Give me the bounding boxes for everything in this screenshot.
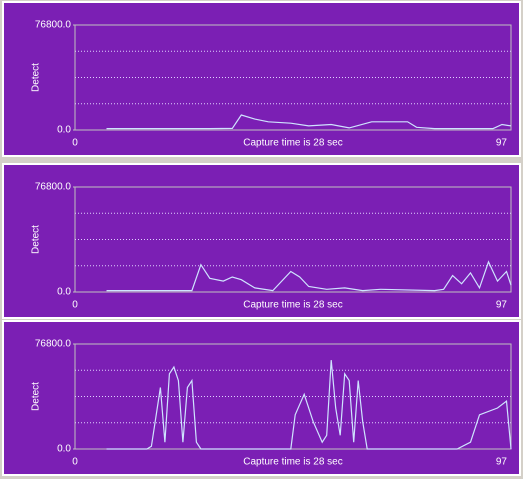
y-axis-label: Detect (31, 382, 42, 411)
y-tick-label: 76800.0 (35, 182, 72, 193)
x-tick-label: 97 (496, 138, 508, 149)
y-tick-label: 0.0 (57, 444, 71, 455)
plot-area (74, 186, 512, 293)
data-line (106, 260, 512, 292)
y-tick-label: 76800.0 (35, 339, 72, 350)
plot-area (74, 24, 512, 131)
x-tick-label: 97 (496, 300, 508, 311)
x-tick-label: 0 (72, 457, 78, 468)
x-tick-label: 0 (72, 300, 78, 311)
x-axis-label: Capture time is 28 sec (243, 300, 343, 311)
y-axis-label: Detect (31, 225, 42, 254)
x-axis-label: Capture time is 28 sec (243, 138, 343, 149)
y-axis-label: Detect (31, 63, 42, 92)
x-tick-label: 97 (496, 457, 508, 468)
data-line (106, 360, 512, 450)
x-tick-label: 0 (72, 138, 78, 149)
y-tick-label: 76800.0 (35, 20, 72, 31)
y-tick-label: 0.0 (57, 287, 71, 298)
y-tick-label: 0.0 (57, 125, 71, 136)
x-axis-label: Capture time is 28 sec (243, 457, 343, 468)
data-line (106, 114, 512, 130)
